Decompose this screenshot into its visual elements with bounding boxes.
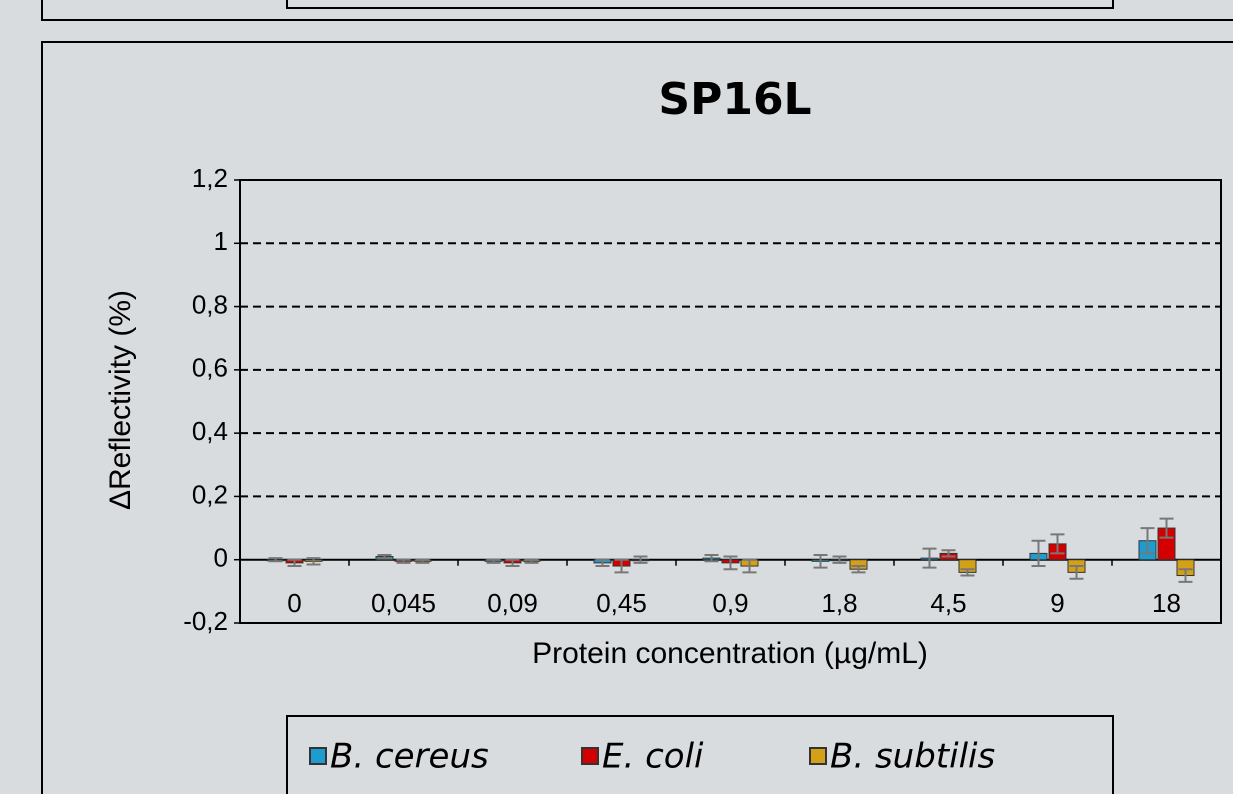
legend-swatch: [309, 747, 327, 765]
error-bar: [614, 558, 629, 574]
error-bar: [287, 558, 302, 568]
error-bar: [268, 557, 283, 563]
x-tick-label: 1,8: [821, 588, 857, 618]
error-bar: [960, 568, 975, 577]
error-bar: [486, 558, 501, 564]
error-bar: [396, 558, 411, 564]
x-tick-label: 9: [1050, 588, 1064, 618]
top-panel: [41, 0, 1233, 21]
error-bar: [306, 557, 321, 566]
y-tick-label: 1,2: [192, 163, 228, 193]
error-bar: [524, 558, 539, 564]
y-tick-label: 0,8: [192, 289, 228, 319]
y-tick-label: 0,2: [192, 479, 228, 509]
error-bar: [1140, 527, 1155, 555]
error-bar: [1050, 533, 1065, 555]
x-axis-label: Protein concentration (µg/mL): [532, 637, 928, 670]
y-tick-label: 0,4: [192, 416, 228, 446]
x-tick-label: 0: [287, 588, 301, 618]
error-bar: [941, 549, 956, 558]
error-bar: [1069, 565, 1084, 580]
y-axis-label: ΔReflectivity (%): [104, 290, 137, 510]
y-tick-label: 0,6: [192, 353, 228, 383]
legend-swatch: [581, 747, 599, 765]
legend-box: [286, 715, 1114, 794]
error-bar: [742, 558, 757, 574]
legend-swatch: [809, 747, 827, 765]
x-tick-label: 0,045: [371, 588, 436, 618]
error-bar: [377, 553, 392, 560]
y-tick-label: -0,2: [183, 606, 228, 636]
top-legend-box: [286, 0, 1114, 9]
legend-label: B. subtilis: [830, 737, 995, 777]
x-tick-label: 0,45: [596, 588, 647, 618]
error-bar: [1159, 517, 1174, 539]
error-bar: [832, 555, 847, 564]
x-tick-label: 4,5: [930, 588, 966, 618]
error-bar: [505, 558, 520, 568]
error-bar: [851, 565, 866, 574]
legend-label: E. coli: [602, 737, 704, 777]
chart-title: SP16L: [658, 74, 811, 125]
error-bar: [415, 558, 430, 564]
error-bar: [704, 553, 719, 563]
panel: [41, 41, 1233, 794]
legend-label: B. cereus: [330, 737, 489, 777]
error-bar: [1031, 539, 1046, 568]
x-tick-label: 0,09: [487, 588, 538, 618]
error-bar: [1178, 568, 1193, 583]
error-bar: [633, 555, 648, 564]
x-tick-label: 0,9: [712, 588, 748, 618]
error-bar: [595, 558, 610, 568]
y-tick-label: 0: [214, 543, 228, 573]
error-bar: [723, 555, 738, 571]
plot-area: [239, 179, 1222, 624]
error-bar: [922, 547, 937, 569]
x-tick-label: 18: [1152, 588, 1181, 618]
error-bar: [813, 553, 828, 569]
y-tick-label: 1: [214, 226, 228, 256]
